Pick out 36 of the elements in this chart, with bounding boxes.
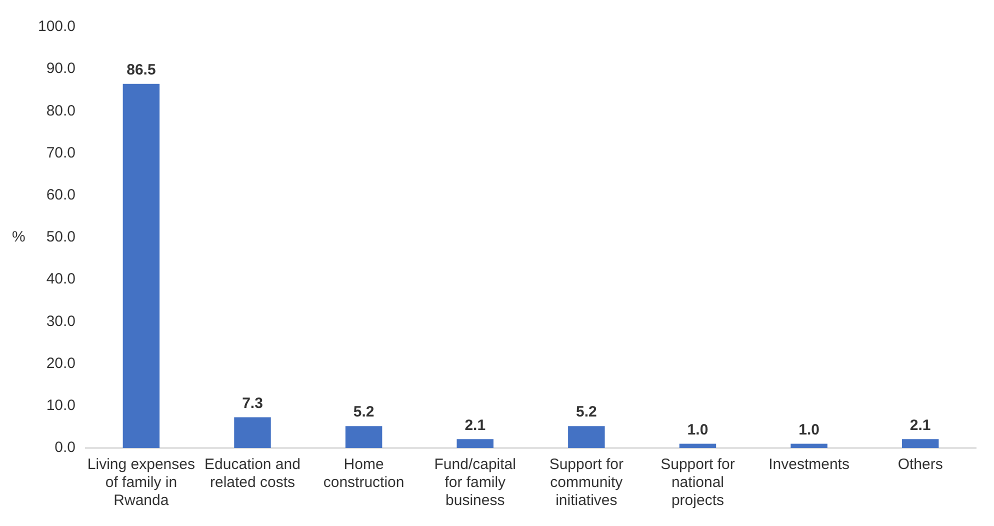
x-tick-label: Living expenses of family in Rwanda: [87, 456, 195, 510]
data-label: 2.1: [910, 416, 931, 434]
x-tick-label: Home construction: [323, 456, 404, 492]
bar: [902, 439, 939, 448]
y-tick-label: 60.0: [46, 186, 76, 204]
y-tick-label: 40.0: [46, 270, 76, 288]
x-tick-label: Fund/capital for family business: [434, 456, 516, 510]
bar: [456, 439, 494, 448]
data-label: 2.1: [464, 416, 486, 434]
x-tick-label: Investments: [768, 456, 850, 474]
bar: [345, 426, 382, 448]
y-tick-label: 30.0: [46, 312, 76, 330]
x-tick-label: Support for community initiatives: [549, 456, 624, 510]
data-label: 1.0: [798, 421, 820, 438]
x-tick-label: Others: [898, 456, 943, 474]
y-axis-title: %: [12, 228, 26, 246]
data-label: 5.2: [576, 404, 597, 421]
x-tick-label: Support for national projects: [660, 456, 735, 510]
y-tick-label: 10.0: [46, 397, 76, 414]
y-tick-label: 20.0: [46, 354, 76, 372]
bar: [790, 444, 828, 448]
bar: [234, 417, 271, 448]
y-tick-label: 70.0: [46, 144, 76, 162]
y-tick-label: 0.0: [54, 439, 76, 456]
data-label: 86.5: [126, 61, 156, 78]
bar: [679, 444, 716, 448]
y-tick-label: 80.0: [46, 102, 76, 120]
data-label: 5.2: [353, 404, 374, 421]
bar: [122, 84, 160, 448]
y-tick-label: 50.0: [46, 228, 76, 246]
y-tick-label: 100.0: [38, 18, 76, 36]
x-tick-label: Education and related costs: [204, 456, 300, 492]
bar: [568, 426, 605, 448]
y-tick-label: 90.0: [46, 60, 76, 78]
data-label: 1.0: [687, 421, 708, 438]
data-label: 7.3: [242, 394, 263, 412]
